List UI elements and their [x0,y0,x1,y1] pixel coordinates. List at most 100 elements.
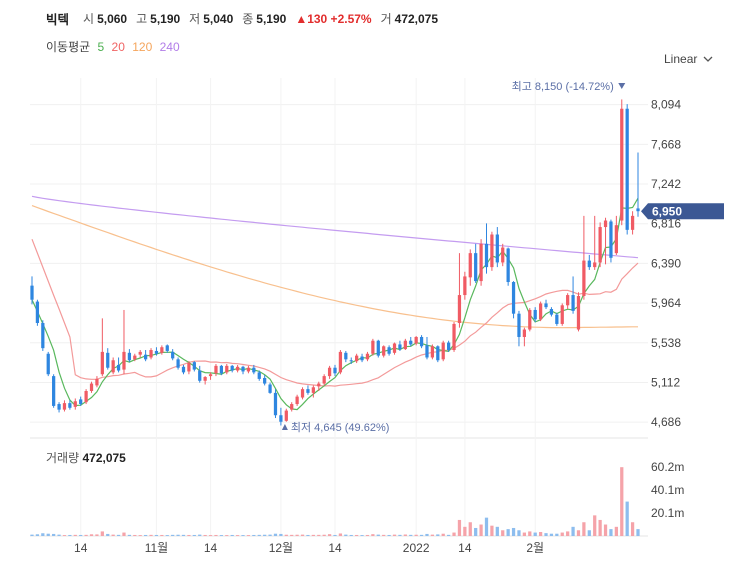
candle-body [371,340,375,354]
volume-bar [587,530,591,536]
candle [30,276,34,305]
candle-body [203,377,207,381]
volume-bar [84,534,88,536]
candle-body [30,285,34,300]
volume-bar [549,533,554,536]
volume-bar [555,533,559,536]
candle-body [344,352,348,360]
volume-title: 거래량 [46,451,80,465]
candle-body [555,314,559,324]
low-label: 저 [189,12,201,26]
candle-body [149,350,153,358]
volume-bar [35,534,40,536]
candle-body [144,354,148,360]
candle-body [192,362,196,370]
volume-bar [192,534,196,536]
volume-bar [430,534,435,536]
candle [133,353,137,362]
candle-body [181,366,186,373]
close-label: 종 [242,12,254,26]
candle-body [522,329,526,337]
x-tick-label: 14 [458,541,472,555]
volume-bar [398,534,402,536]
candle [355,353,359,364]
candle [484,223,489,274]
high-marker-label: 최고 8,150 (-14.72%) [512,80,614,93]
volume-bar [522,532,526,536]
volume-bar [360,535,364,536]
candle [208,372,213,380]
candle [419,335,424,349]
candle [436,345,440,363]
volume-bar [571,526,575,536]
volume-bar [355,534,359,536]
candle-body [398,344,402,350]
candle-body [625,108,629,230]
candle-body [528,309,532,330]
volume-bar [593,515,597,536]
candle-body [382,346,386,356]
candle-body [160,347,164,353]
volume-bar [138,535,142,536]
open-value: 5,060 [97,11,128,26]
candle [371,338,375,356]
volume-bar [576,530,581,536]
volume-bar [403,534,407,536]
y-tick-label: 5,538 [651,336,681,350]
candle-body [598,227,602,263]
volume-bar [257,534,261,536]
candle [403,338,407,351]
candle [463,271,467,300]
candle [225,363,229,375]
candle [317,381,321,392]
candle [528,308,532,332]
ma-5-line [31,197,639,411]
volume-tick-label: 20.1m [651,506,684,520]
scale-select[interactable]: Linear [664,52,713,66]
candle [587,255,591,270]
moving-average-legend[interactable]: 이동평균 5 20 120 240 [46,38,184,55]
volume-bar [176,534,180,536]
candle-body [252,367,256,373]
candle-body [311,387,315,393]
volume-bar [436,534,440,536]
candle [246,365,251,374]
ma-20-label: 20 [111,40,125,54]
volume-bar [625,501,629,536]
volume-bar [609,529,613,536]
candle-body [441,342,445,360]
volume-bar [187,534,191,536]
volume-bar [528,531,532,536]
candle-body [306,389,310,393]
volume-bar [225,535,229,536]
candle-body [84,391,88,403]
candle [468,249,472,286]
volume-bar [338,533,343,536]
candle-body [133,355,137,360]
volume-bar [62,535,67,536]
candle-body [360,356,364,361]
current-price-label: 6,950 [652,205,682,219]
volume-bar [484,517,489,536]
candle-body [230,365,234,371]
candle [538,301,543,322]
volume-bar [241,535,245,536]
candle-body [338,351,343,373]
volume-bar [409,534,413,536]
candle [349,357,353,364]
candle [571,276,575,314]
y-tick-label: 6,390 [651,256,681,270]
candle [154,347,159,356]
candle [290,402,294,412]
candle [111,357,115,375]
candle-body [355,355,359,362]
candle [511,281,516,319]
candle-body [425,345,429,358]
volume-bar [463,526,467,536]
volume-bar [620,467,624,536]
candle [257,370,261,381]
candle [425,336,429,360]
candle [73,398,77,410]
candle [214,363,218,377]
